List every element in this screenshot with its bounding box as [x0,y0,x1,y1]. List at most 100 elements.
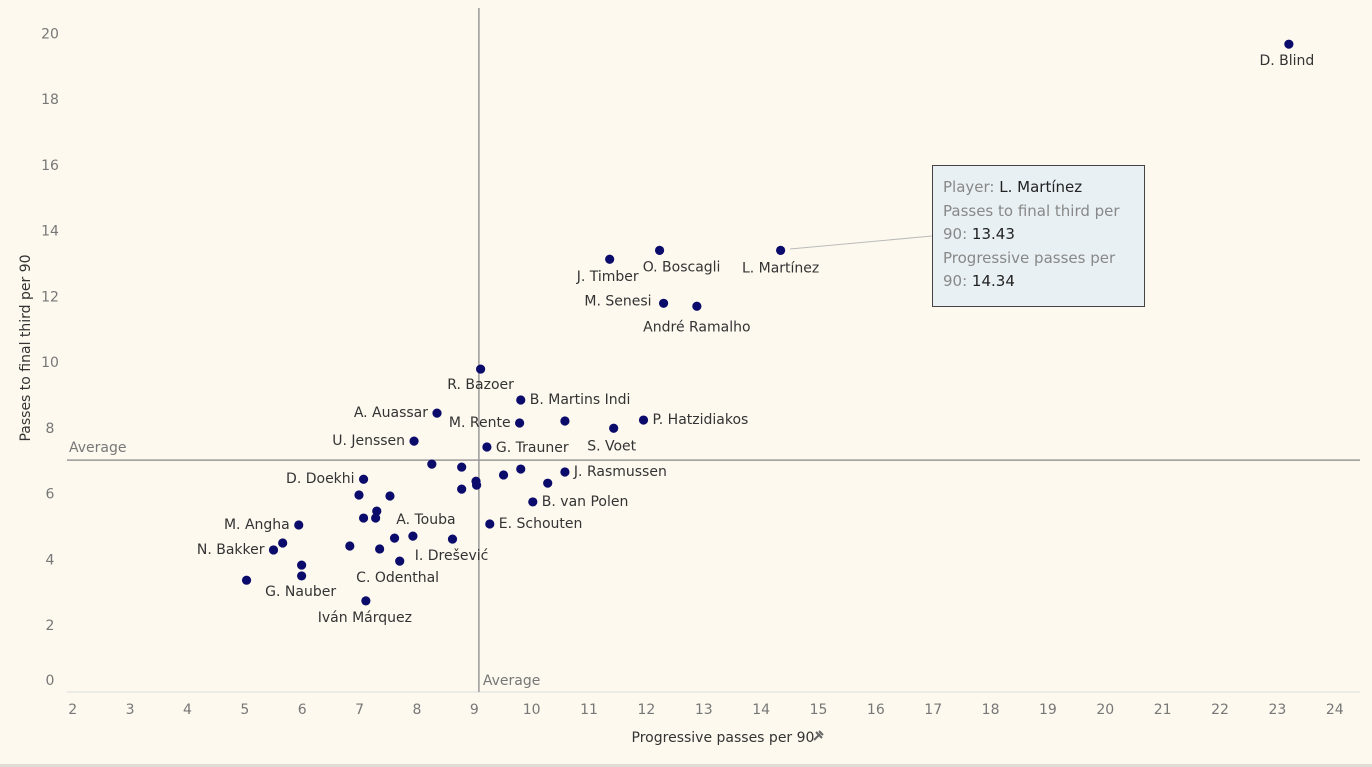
y-tick-label: 18 [41,92,59,108]
point-label: L. Martínez [742,260,819,276]
point [485,519,495,529]
y-tick-label: 2 [46,618,55,634]
x-tick-label: 5 [240,702,249,718]
y-tick-label: 6 [46,487,55,503]
point [385,491,395,501]
point [447,534,458,544]
point [776,245,786,255]
x-tick-label: 6 [298,702,307,718]
x-tick-label: 7 [355,702,364,718]
point [297,560,307,570]
point [268,545,279,555]
x-tick-label: 16 [867,702,885,718]
y-tick-label: 20 [41,26,59,42]
point [457,484,467,494]
point [427,459,437,469]
x-axis-title: Progressive passes per 90 [632,730,815,746]
point-label: M. Rente [449,415,511,431]
x-tick-label: 3 [126,702,135,718]
point [395,556,405,566]
tooltip-key: Player: [943,178,995,196]
x-tick-label: 13 [695,702,713,718]
point [294,520,304,530]
point-label: C. Odenthal [356,570,439,586]
x-tick-label: 17 [924,702,942,718]
x-tick-label: 15 [810,702,828,718]
x-tick-label: 19 [1039,702,1057,718]
tooltip: Player: L. Martínez Passes to final thir… [932,165,1145,307]
point-label: A. Touba [396,512,455,528]
y-tick-label: 0 [46,673,55,689]
point [409,436,419,446]
point [278,538,288,548]
x-tick-label: 14 [752,702,770,718]
point-label: E. Schouten [499,516,583,532]
point [457,462,467,472]
x-tick-label: 20 [1096,702,1114,718]
point [605,254,615,264]
y-tick-label: 8 [46,421,55,437]
point-label: R. Bazoer [447,377,514,393]
point [361,596,371,606]
point-label: B. Martins Indi [530,392,631,408]
point [432,408,442,418]
y-tick-label: 10 [41,355,59,371]
point-label: I. Drešević [415,548,489,564]
point [560,467,570,477]
point [516,395,526,405]
point [638,415,649,425]
point [297,571,307,581]
x-tick-label: 11 [580,702,598,718]
point [241,575,252,585]
x-tick-label: 2 [68,702,77,718]
point [515,418,525,428]
point-label: B. van Polen [542,494,629,510]
point-label: D. Blind [1259,53,1314,69]
point [354,490,364,500]
point-label: U. Jenssen [332,433,405,449]
x-tick-label: 12 [637,702,655,718]
tooltip-value: 13.43 [971,225,1015,243]
point [345,541,355,551]
point-label: S. Voet [587,438,636,454]
point-label: N. Bakker [197,542,265,558]
point [658,298,669,308]
point-label: J. Rasmussen [573,464,667,480]
x-tick-label: 21 [1154,702,1172,718]
y-tick-label: 16 [41,158,59,174]
average-label: Average [69,440,127,456]
point [516,464,526,474]
point-label: A. Auassar [354,405,428,421]
point [560,416,570,426]
x-tick-label: 18 [982,702,1000,718]
point [358,513,369,523]
y-tick-label: 12 [41,289,59,305]
x-tick-label: 10 [523,702,541,718]
point-label: D. Doekhi [286,471,355,487]
y-tick-label: 14 [41,224,59,240]
point-label: G. Trauner [496,440,569,456]
tooltip-value: 14.34 [971,272,1015,290]
point [609,423,619,433]
point [372,506,382,516]
tooltip-value: L. Martínez [999,178,1083,196]
point-label: M. Senesi [584,293,651,309]
x-tick-label: 22 [1211,702,1229,718]
point [389,533,400,543]
tooltip-key: Progressive passes per 90: [943,248,1116,291]
point [375,544,385,554]
point [498,470,509,480]
y-axis-title: Passes to final third per 90 [18,254,34,441]
point-label: M. Angha [224,517,290,533]
tooltip-key: Passes to final third per 90: [943,201,1120,244]
point [358,474,369,484]
x-tick-label: 8 [412,702,421,718]
point [528,497,538,507]
y-tick-label: 4 [46,552,55,568]
point-label: André Ramalho [643,319,750,335]
point [408,531,418,541]
point-label: O. Boscagli [643,259,721,275]
frame-bottom [0,764,1372,767]
